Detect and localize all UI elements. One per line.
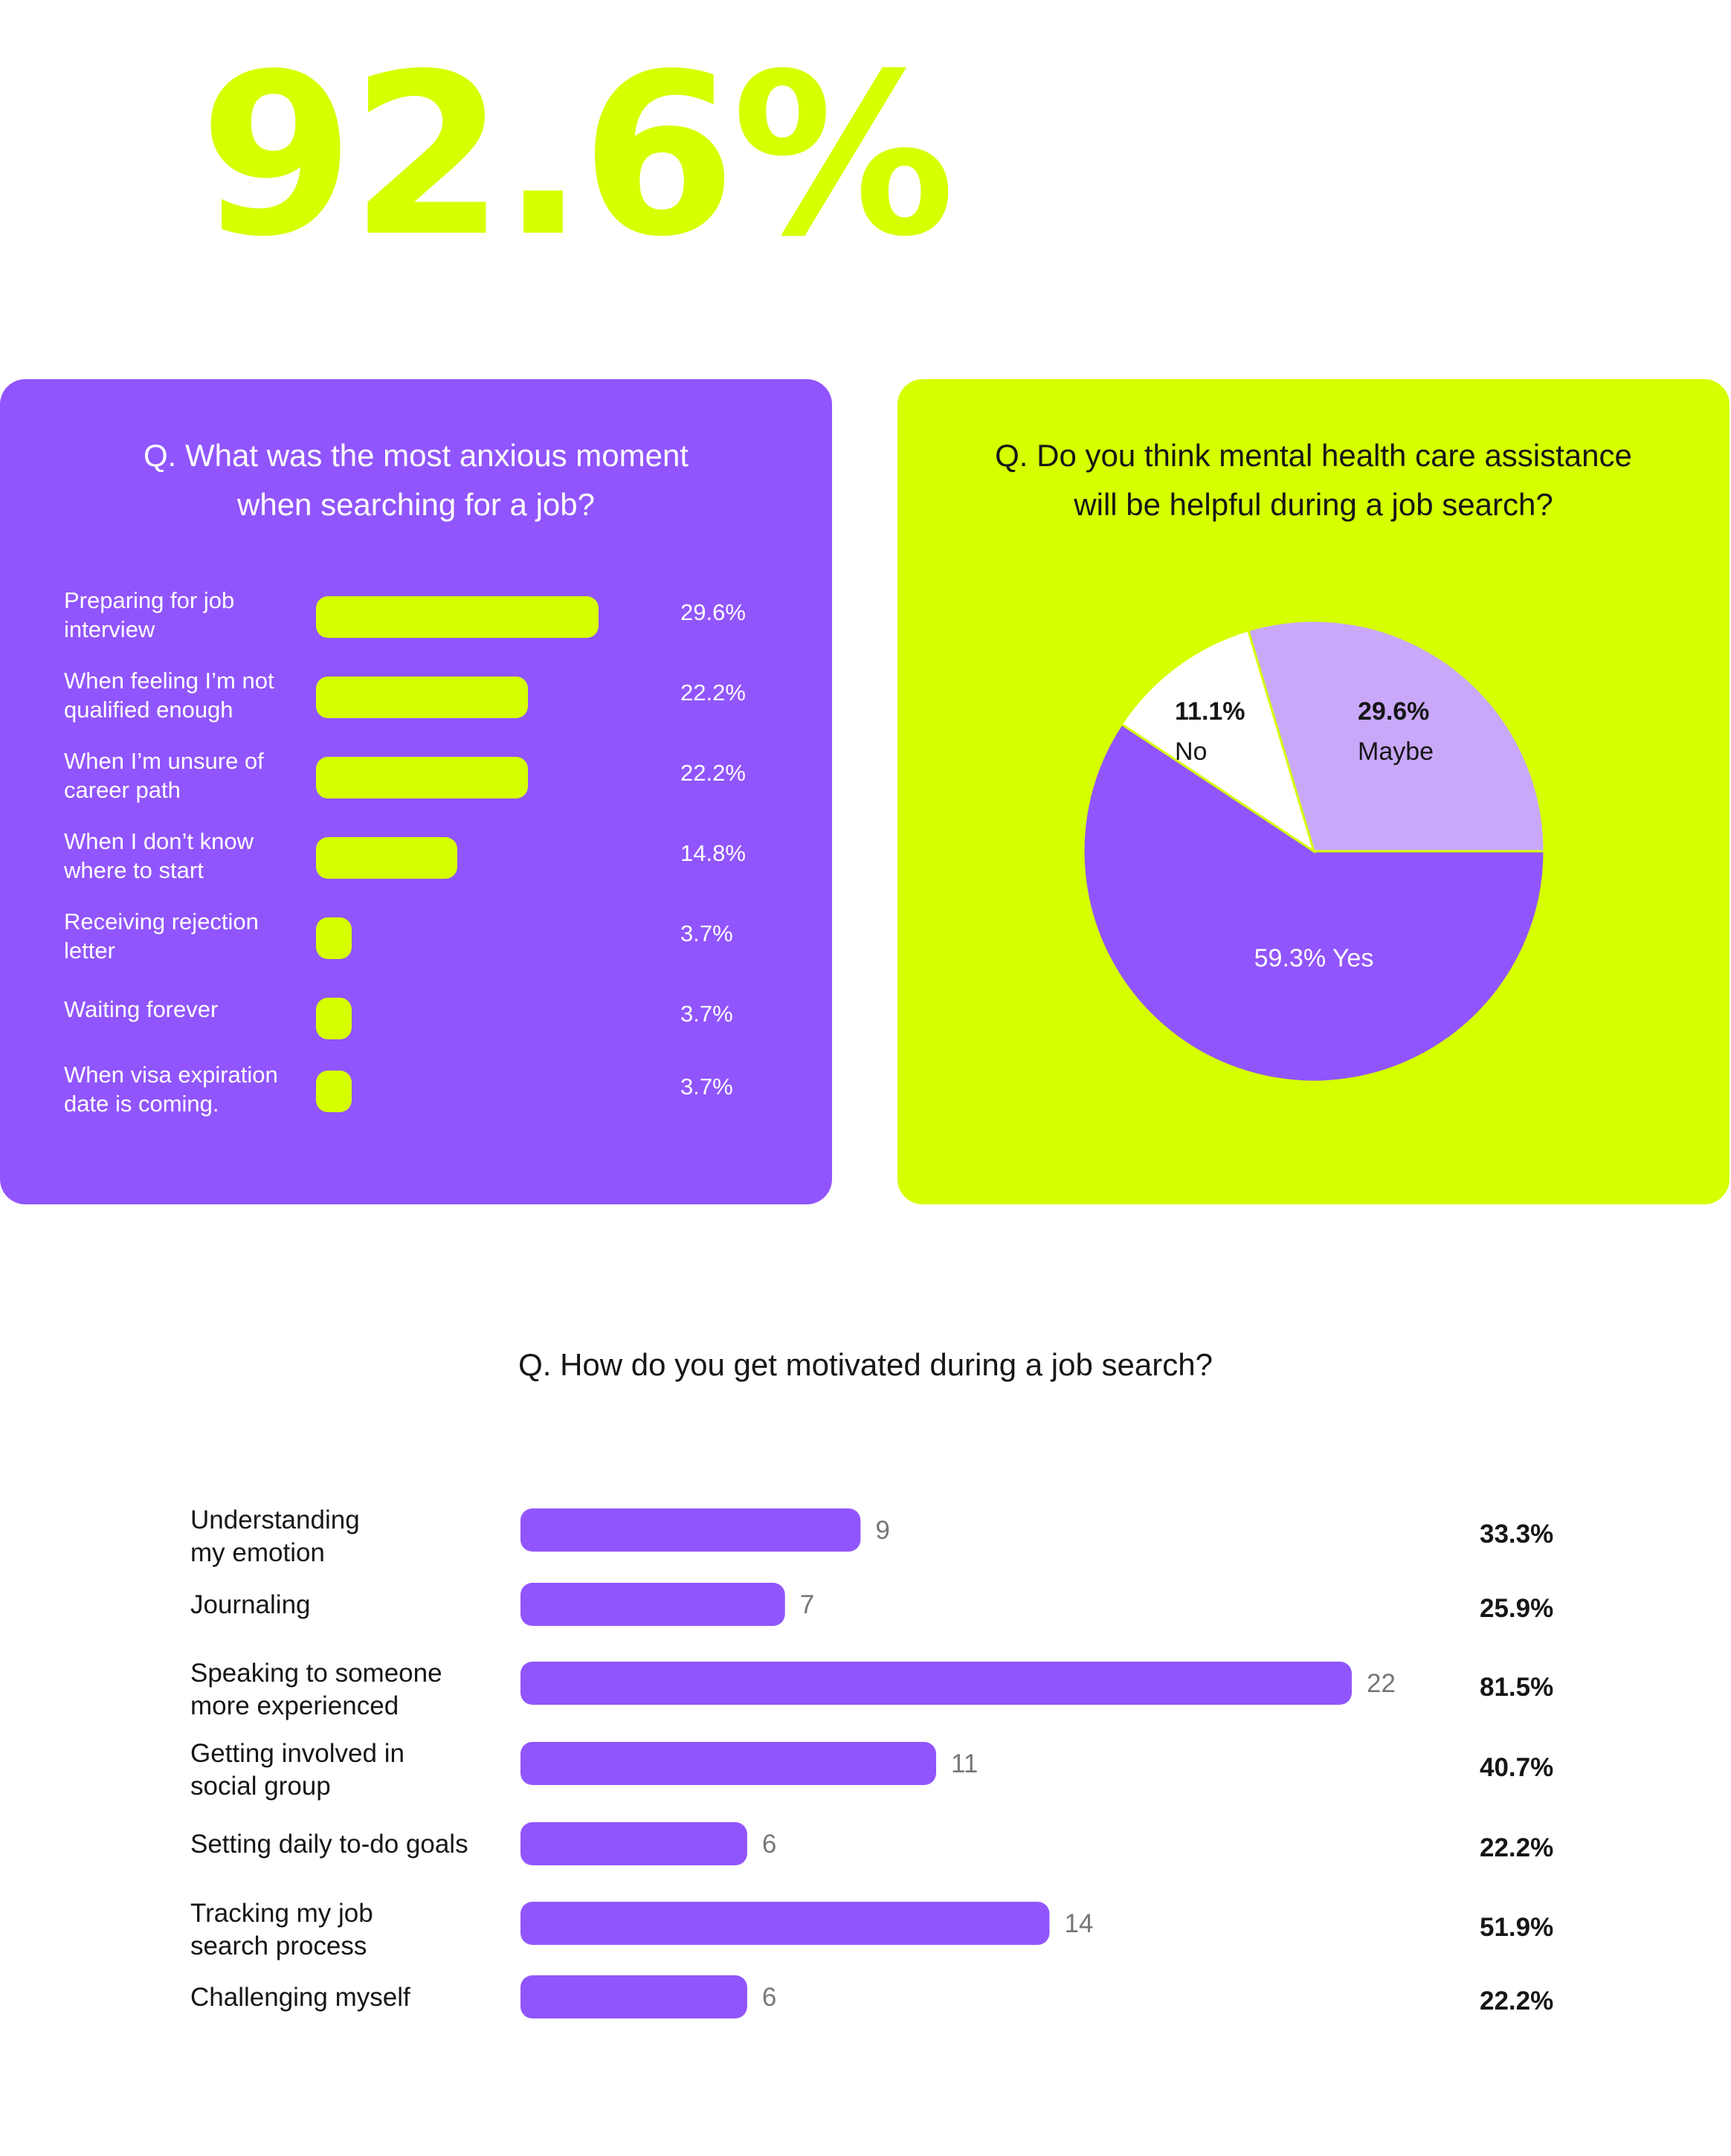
anxious-category-label-4-line-1: When I don’t know xyxy=(64,828,254,854)
motivation-percent-label-5: 22.2% xyxy=(1480,1833,1553,1862)
motivation-count-label-5: 6 xyxy=(762,1830,776,1859)
anxious-bar-2 xyxy=(316,677,528,718)
pie-slice-no xyxy=(1120,628,1316,854)
anxious-category-label-5-line-1: Receiving rejection xyxy=(64,908,259,935)
anxious-category-label-6-line-1: Waiting forever xyxy=(64,996,218,1022)
mental-health-title: Q. Do you think mental health care assis… xyxy=(897,431,1730,529)
pie-label-no-value: 11.1% xyxy=(1175,697,1245,726)
motivation-category-label-1-line-1: Understanding xyxy=(190,1505,360,1534)
motivation-category-label-7-line-1: Challenging myself xyxy=(190,1983,410,2012)
motivation-count-label-3: 22 xyxy=(1367,1669,1396,1698)
anxious-category-label-7-line-1: When visa expiration xyxy=(64,1062,278,1088)
anxious-value-label-4: 14.8% xyxy=(680,840,746,866)
anxious-bar-5 xyxy=(316,917,352,959)
motivation-bar-3 xyxy=(520,1662,1352,1705)
motivation-bar-7 xyxy=(520,1975,747,2018)
pie-label-maybe-name: Maybe xyxy=(1358,738,1434,766)
motivation-category-label-6-line-2: search process xyxy=(190,1931,367,1960)
pie-label-yes: 59.3% Yes xyxy=(1254,944,1374,972)
anxious-category-label-1-line-1: Preparing for job xyxy=(64,587,234,613)
motivation-count-label-7: 6 xyxy=(762,1983,776,2012)
motivation-category-label-2-line-1: Journaling xyxy=(190,1590,311,1619)
motivation-count-label-4: 11 xyxy=(951,1749,978,1778)
motivation-count-label-1: 9 xyxy=(875,1516,889,1545)
mental-health-title-line-1: Q. Do you think mental health care assis… xyxy=(995,438,1632,473)
motivation-category-label-6-line-1: Tracking my job xyxy=(190,1899,373,1928)
anxious-value-label-6: 3.7% xyxy=(680,1001,733,1027)
anxious-category-label-3-line-2: career path xyxy=(64,777,181,803)
motivation-chart-title: Q. How do you get motivated during a job… xyxy=(518,1347,1213,1382)
anxious-value-label-7: 3.7% xyxy=(680,1074,733,1100)
motivation-count-label-6: 14 xyxy=(1064,1909,1093,1938)
anxious-bar-4 xyxy=(316,837,457,879)
motivation-category-label-1-line-2: my emotion xyxy=(190,1538,325,1567)
motivation-bar-5 xyxy=(520,1822,747,1865)
pie-label-maybe-value: 29.6% xyxy=(1358,697,1429,726)
anxious-category-label-5-line-2: letter xyxy=(64,937,115,964)
anxious-moment-title-line-1: Q. What was the most anxious moment xyxy=(144,438,689,473)
pie-label-no-name: No xyxy=(1175,738,1207,766)
motivation-bar-2 xyxy=(520,1583,785,1626)
anxious-value-label-1: 29.6% xyxy=(680,599,746,625)
motivation-bar-6 xyxy=(520,1902,1050,1945)
motivation-count-label-2: 7 xyxy=(800,1590,814,1619)
motivation-percent-label-4: 40.7% xyxy=(1480,1753,1553,1782)
anxious-bar-3 xyxy=(316,757,528,798)
anxious-value-label-5: 3.7% xyxy=(680,920,733,946)
motivation-percent-label-7: 22.2% xyxy=(1480,1986,1553,2015)
anxious-value-label-3: 22.2% xyxy=(680,760,746,786)
motivation-bar-4 xyxy=(520,1742,936,1785)
anxious-bar-6 xyxy=(316,998,352,1039)
headline-stat: 92.6% xyxy=(199,26,955,285)
anxious-category-label-3-line-1: When I’m unsure of xyxy=(64,748,264,774)
anxious-category-label-4-line-2: where to start xyxy=(63,857,204,883)
anxious-bar-1 xyxy=(316,596,599,638)
motivation-category-label-4-line-2: social group xyxy=(190,1772,331,1801)
anxious-category-label-2-line-1: When feeling I’m not xyxy=(64,668,274,694)
motivation-percent-label-2: 25.9% xyxy=(1480,1594,1553,1623)
anxious-value-label-2: 22.2% xyxy=(680,680,746,706)
mental-health-title-line-2: will be helpful during a job search? xyxy=(1074,487,1553,522)
pie-slice-yes xyxy=(1082,722,1546,1083)
motivation-category-label-3-line-2: more experienced xyxy=(190,1691,399,1720)
motivation-bar-1 xyxy=(520,1508,861,1552)
anxious-category-label-2-line-2: qualified enough xyxy=(64,697,233,723)
anxious-bar-7 xyxy=(316,1071,352,1112)
pie-slice-maybe xyxy=(1246,619,1546,853)
motivation-category-label-4-line-1: Getting involved in xyxy=(190,1739,404,1768)
motivation-category-label-5-line-1: Setting daily to-do goals xyxy=(190,1830,468,1859)
anxious-moment-title-line-2: when searching for a job? xyxy=(237,487,595,522)
anxious-category-label-1-line-2: interview xyxy=(64,616,155,642)
motivation-percent-label-1: 33.3% xyxy=(1480,1520,1553,1549)
motivation-category-label-3-line-1: Speaking to someone xyxy=(190,1659,442,1688)
anxious-category-label-7-line-2: date is coming. xyxy=(64,1091,219,1117)
anxious-moment-title: Q. What was the most anxious moment when… xyxy=(0,431,832,529)
motivation-percent-label-3: 81.5% xyxy=(1480,1673,1553,1702)
motivation-percent-label-6: 51.9% xyxy=(1480,1913,1553,1942)
